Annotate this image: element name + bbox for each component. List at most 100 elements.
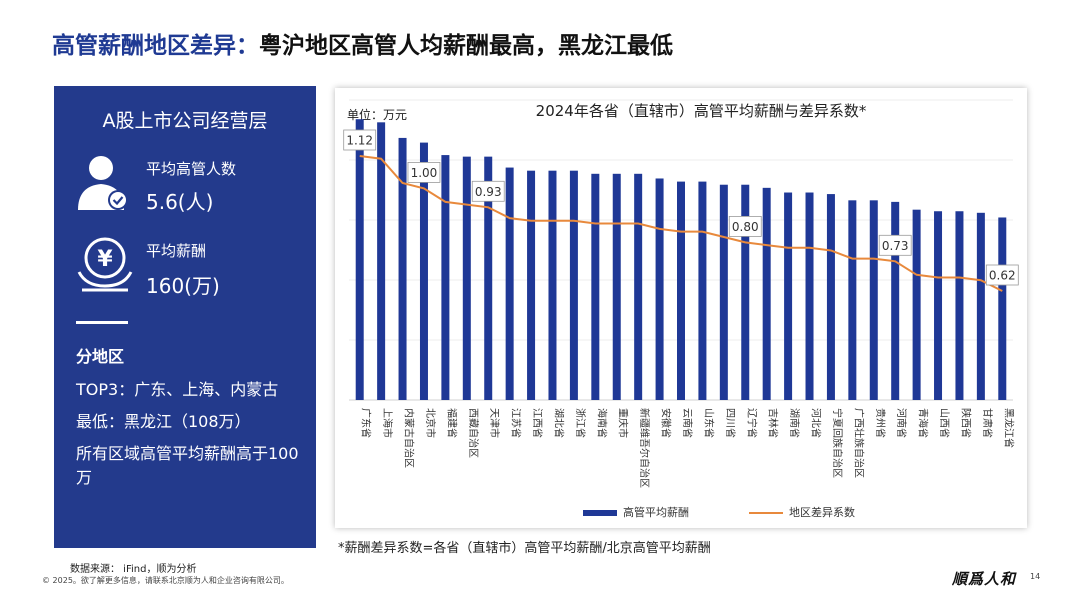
bar-13 bbox=[634, 173, 643, 400]
bar-15 bbox=[677, 181, 685, 400]
bar-27 bbox=[934, 211, 943, 400]
bar-1 bbox=[377, 122, 386, 400]
page-number: 14 bbox=[1030, 572, 1041, 581]
annotation-box bbox=[728, 215, 762, 237]
bar-3 bbox=[419, 142, 428, 400]
category-label: 福建省 bbox=[445, 408, 458, 438]
bar-2 bbox=[398, 137, 407, 401]
bar-5 bbox=[462, 156, 471, 400]
bar-28 bbox=[955, 211, 964, 400]
category-label: 海南省 bbox=[595, 408, 608, 438]
panel-divider bbox=[76, 321, 128, 324]
category-label: 吉林省 bbox=[767, 408, 780, 438]
bar-8 bbox=[527, 170, 536, 400]
category-label: 河北省 bbox=[810, 408, 823, 438]
avg-executive-count-label: 平均高管人数 bbox=[146, 160, 237, 178]
bar-29 bbox=[976, 212, 985, 400]
brand-logo: 順爲人和 bbox=[952, 570, 1017, 588]
page-title-prefix: 高管薪酬地区差异： bbox=[52, 33, 259, 59]
person-check-icon bbox=[74, 152, 130, 218]
category-label: 湖北省 bbox=[552, 408, 565, 438]
avg-executive-count-value: 5.6(人) bbox=[146, 190, 214, 214]
category-label: 广西壮族自治区 bbox=[852, 408, 865, 478]
bar-17 bbox=[719, 184, 728, 400]
legend-item-salary: 高管平均薪酬 bbox=[583, 504, 689, 520]
legend-label-coefficient: 地区差异系数 bbox=[789, 506, 855, 519]
bar-18 bbox=[741, 184, 750, 400]
category-label: 甘肃省 bbox=[981, 408, 994, 438]
data-source: 数据来源： iFind，顺为分析 bbox=[70, 564, 197, 575]
bar-21 bbox=[805, 192, 814, 400]
annotation-label: 1.00 bbox=[411, 166, 438, 180]
category-label: 广东省 bbox=[360, 408, 373, 438]
bar-0 bbox=[355, 119, 364, 400]
avg-salary-value: 160(万) bbox=[146, 274, 220, 298]
category-label: 重庆市 bbox=[617, 408, 630, 438]
bar-7 bbox=[505, 167, 514, 400]
bar-11 bbox=[591, 173, 600, 400]
category-label: 青海省 bbox=[917, 408, 930, 438]
legend-label-salary: 高管平均薪酬 bbox=[623, 506, 689, 519]
category-label: 陕西省 bbox=[959, 408, 972, 438]
bar-23 bbox=[848, 200, 857, 400]
category-label: 新疆维吾尔自治区 bbox=[638, 408, 651, 488]
panel-heading: A股上市公司经营层 bbox=[102, 110, 268, 132]
annotation-label: 0.93 bbox=[475, 185, 502, 199]
legend-item-coefficient: 地区差异系数 bbox=[749, 504, 855, 520]
bar-19 bbox=[762, 187, 771, 400]
category-label: 安徽省 bbox=[660, 408, 673, 438]
all-regions-text: 所有区域高管平均薪酬高于100万 bbox=[76, 444, 299, 487]
bar-20 bbox=[784, 192, 793, 400]
bar-25 bbox=[891, 201, 900, 400]
page-title-main: 粤沪地区高管人均薪酬最高，黑龙江最低 bbox=[259, 33, 673, 59]
annotation-box bbox=[878, 234, 912, 256]
category-label: 贵州省 bbox=[874, 408, 887, 438]
region-section-title: 分地区 bbox=[76, 347, 125, 366]
bar-16 bbox=[698, 181, 707, 400]
bar-24 bbox=[869, 200, 878, 400]
bar-6 bbox=[484, 156, 493, 400]
yuan-coin-hand-icon: ¥ bbox=[76, 234, 134, 298]
chart-footnote: *薪酬差异系数=各省（直辖市）高管平均薪酬/北京高管平均薪酬 bbox=[338, 541, 711, 556]
annotation-box bbox=[343, 129, 377, 151]
lowest-text: 最低：黑龙江（108万） bbox=[76, 412, 251, 431]
bar-10 bbox=[569, 170, 578, 400]
annotation-label: 0.62 bbox=[989, 269, 1016, 283]
page-title: 高管薪酬地区差异：粤沪地区高管人均薪酬最高，黑龙江最低 bbox=[52, 26, 1052, 60]
category-label: 河南省 bbox=[895, 408, 908, 438]
category-label: 黑龙江省 bbox=[1002, 408, 1015, 448]
chart-title: 2024年各省（直辖市）高管平均薪酬与差异系数* bbox=[535, 102, 867, 120]
annotation-label: 0.80 bbox=[732, 220, 759, 234]
legend-swatch-bar bbox=[583, 510, 617, 516]
category-label: 天津市 bbox=[488, 408, 501, 438]
category-label: 江苏省 bbox=[510, 408, 523, 438]
category-label: 山东省 bbox=[702, 408, 715, 438]
category-label: 湖南省 bbox=[788, 408, 801, 438]
category-label: 四川省 bbox=[724, 408, 737, 438]
copyright-text: © 2025。欲了解更多信息，请联系北京顺为人和企业咨询有限公司。 bbox=[42, 576, 289, 585]
bar-30 bbox=[998, 217, 1007, 400]
top3-text: TOP3：广东、上海、内蒙古 bbox=[76, 380, 279, 399]
svg-text:¥: ¥ bbox=[97, 247, 113, 272]
summary-panel: A股上市公司经营层 平均高管人数 5.6(人) ¥ 平均薪酬 160(万) 分地… bbox=[54, 86, 316, 548]
coefficient-line bbox=[359, 155, 1003, 292]
category-label: 内蒙古自治区 bbox=[403, 408, 416, 468]
salary-chart: 广东省 上海市 内蒙古自治区 北京市 福建省 西藏自治区 天津市 江苏省 江西省 湖北省 浙江省 海南… bbox=[343, 99, 1019, 488]
annotation-label: 1.12 bbox=[346, 134, 373, 148]
bar-4 bbox=[441, 155, 450, 400]
annotation-box bbox=[985, 264, 1019, 286]
avg-salary-label: 平均薪酬 bbox=[146, 242, 207, 260]
category-label: 江西省 bbox=[531, 408, 544, 438]
legend-swatch-line bbox=[749, 512, 783, 514]
bar-26 bbox=[912, 209, 921, 400]
annotation-box bbox=[471, 180, 505, 202]
annotation-label: 0.73 bbox=[882, 239, 909, 253]
category-label: 上海市 bbox=[381, 408, 394, 438]
bar-12 bbox=[612, 173, 621, 400]
chart-unit-label: 单位：万元 bbox=[347, 108, 408, 122]
category-label: 北京市 bbox=[424, 408, 437, 438]
category-label: 辽宁省 bbox=[745, 408, 758, 438]
bar-9 bbox=[548, 170, 557, 400]
category-label: 山西省 bbox=[938, 408, 951, 438]
category-label: 浙江省 bbox=[574, 408, 587, 438]
